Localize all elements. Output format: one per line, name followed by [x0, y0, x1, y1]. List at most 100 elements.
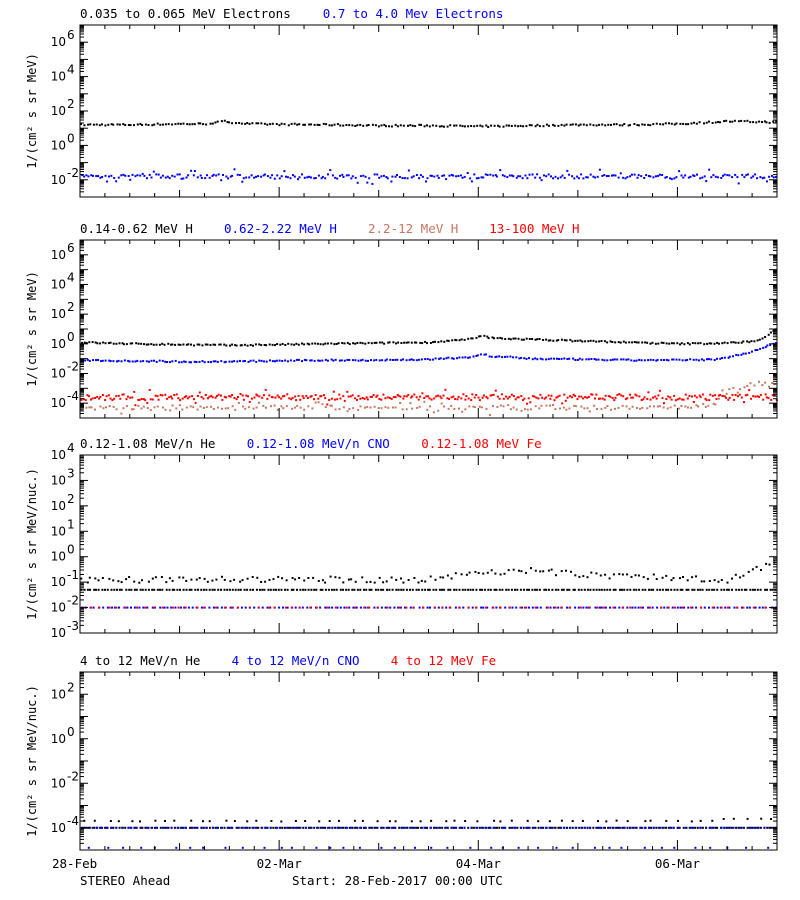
data-point: [675, 122, 678, 125]
data-point: [187, 174, 190, 177]
data-point: [141, 588, 144, 591]
data-point: [234, 344, 237, 347]
data-point: [136, 174, 139, 177]
data-point: [87, 846, 90, 849]
data-point: [479, 124, 482, 127]
data-point: [261, 396, 264, 399]
data-point: [208, 826, 211, 829]
data-point: [170, 826, 173, 829]
data-point: [752, 606, 755, 609]
data-point: [720, 579, 723, 581]
data-point: [703, 175, 706, 178]
data-point: [199, 122, 202, 125]
y-tick-label: 10: [51, 776, 66, 790]
data-point: [559, 176, 562, 179]
data-point: [617, 341, 620, 344]
data-point: [294, 578, 297, 581]
data-point: [705, 399, 708, 402]
data-point: [518, 569, 520, 572]
data-point: [257, 175, 260, 178]
data-point: [659, 123, 662, 126]
data-point: [351, 588, 354, 591]
data-point: [756, 349, 759, 351]
data-point: [447, 356, 450, 359]
data-point: [197, 122, 200, 125]
data-point: [686, 397, 689, 400]
data-point: [400, 342, 403, 344]
data-point: [343, 606, 346, 609]
data-point: [643, 396, 646, 399]
data-point: [246, 820, 249, 823]
data-point: [510, 826, 513, 829]
data-point: [298, 176, 301, 179]
data-point: [97, 606, 100, 609]
data-point: [767, 397, 770, 400]
data-point: [712, 826, 715, 829]
data-point: [740, 341, 743, 344]
data-point: [627, 124, 630, 127]
data-point: [354, 176, 357, 179]
data-point: [242, 398, 245, 401]
data-point: [294, 826, 297, 829]
data-point: [501, 337, 504, 340]
data-point: [754, 826, 757, 829]
data-point: [291, 396, 294, 399]
data-point: [748, 826, 751, 829]
data-point: [282, 606, 284, 609]
data-point: [746, 393, 749, 396]
data-point: [482, 606, 485, 609]
data-point: [574, 405, 577, 408]
data-point: [321, 175, 324, 178]
data-point: [537, 826, 540, 829]
data-point: [145, 343, 148, 346]
data-point: [352, 407, 355, 410]
y-tick-exponent: 0: [67, 543, 75, 557]
data-point: [258, 401, 260, 404]
data-point: [188, 123, 191, 126]
data-point: [526, 819, 529, 822]
data-point: [625, 358, 628, 361]
data-point: [498, 355, 501, 358]
data-point: [442, 357, 445, 360]
data-point: [94, 341, 97, 344]
data-point: [496, 406, 499, 408]
data-point: [80, 398, 83, 401]
data-point: [202, 846, 205, 849]
data-point: [510, 819, 513, 822]
data-point: [217, 393, 220, 396]
data-point: [392, 406, 394, 409]
data-point: [181, 826, 184, 829]
data-point: [652, 396, 654, 399]
data-point: [378, 341, 381, 344]
data-point: [350, 177, 353, 180]
data-point: [771, 394, 774, 397]
data-point: [276, 826, 279, 829]
data-point: [514, 826, 517, 829]
data-point: [732, 386, 735, 389]
data-point: [223, 395, 226, 398]
data-point: [235, 122, 237, 125]
data-point: [384, 406, 387, 409]
y-tick-label: 10: [51, 35, 66, 49]
data-point: [380, 175, 383, 178]
data-point: [332, 390, 335, 393]
data-point: [411, 407, 414, 410]
data-point: [170, 606, 173, 609]
data-point: [618, 393, 621, 396]
data-point: [469, 846, 472, 849]
data-point: [421, 342, 424, 345]
data-point: [563, 393, 566, 396]
data-point: [463, 338, 466, 341]
data-point: [673, 123, 676, 126]
data-point: [630, 173, 633, 176]
data-point: [469, 177, 472, 180]
data-point: [492, 405, 494, 408]
data-point: [482, 572, 485, 575]
data-point: [742, 352, 745, 355]
data-point: [692, 358, 695, 361]
data-point: [761, 606, 764, 609]
data-point: [356, 181, 359, 184]
data-point: [480, 826, 483, 829]
data-point: [649, 124, 652, 127]
data-point: [760, 569, 762, 571]
